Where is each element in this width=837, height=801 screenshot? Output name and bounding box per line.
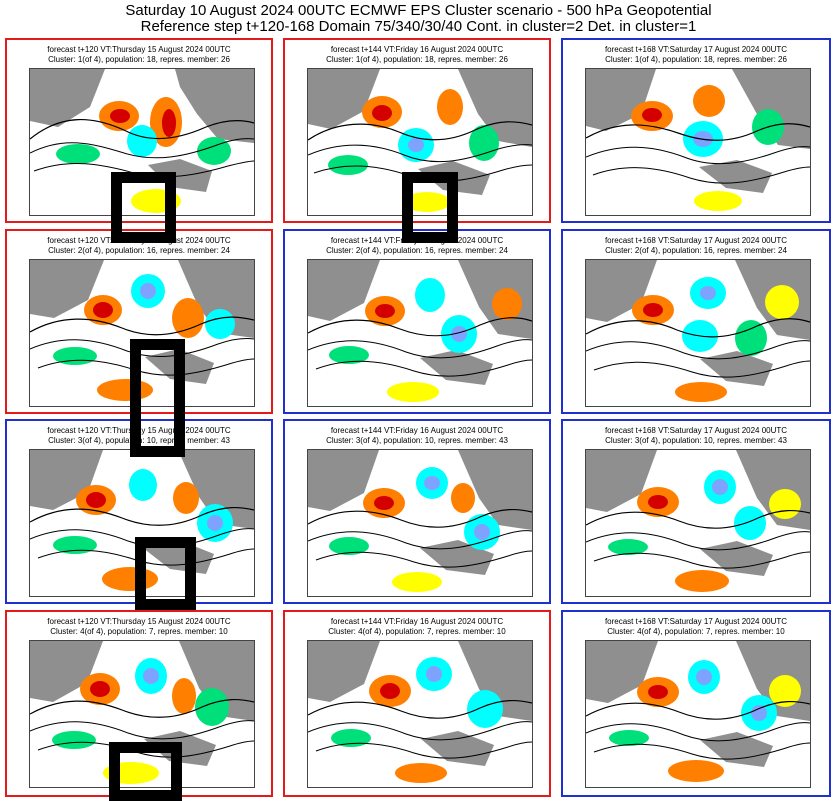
panel-forecast-line: forecast t+144 VT:Friday 16 August 2024 … — [330, 236, 504, 245]
forecast-map[interactable] — [585, 68, 811, 216]
panel-cluster3-t168[interactable]: forecast t+168 VT:Saturday 17 August 202… — [561, 419, 831, 604]
panel-cluster1-t168[interactable]: forecast t+168 VT:Saturday 17 August 202… — [561, 38, 831, 223]
forecast-map[interactable] — [307, 640, 533, 788]
panel-forecast-line: forecast t+144 VT:Friday 16 August 2024 … — [330, 426, 504, 435]
forecast-map[interactable] — [585, 259, 811, 407]
cluster-grid: forecast t+120 VT:Thursday 15 August 202… — [5, 38, 831, 797]
panel-forecast-line: forecast t+120 VT:Thursday 15 August 202… — [47, 426, 231, 435]
panel-cluster3-t144[interactable]: forecast t+144 VT:Friday 16 August 2024 … — [283, 419, 551, 604]
panel-cluster-line: Cluster: 4(of 4), population: 7, repres.… — [328, 627, 506, 636]
forecast-map[interactable] — [29, 259, 255, 407]
panel-forecast-line: forecast t+168 VT:Saturday 17 August 202… — [604, 236, 788, 245]
panel-cluster-line: Cluster: 4(of 4), population: 7, repres.… — [607, 627, 785, 636]
panel-cluster-line: Cluster: 2(of 4), population: 16, repres… — [326, 246, 508, 255]
panel-forecast-line: forecast t+168 VT:Saturday 17 August 202… — [604, 426, 788, 435]
panel-forecast-line: forecast t+168 VT:Saturday 17 August 202… — [604, 617, 788, 626]
panel-forecast-line: forecast t+120 VT:Thursday 15 August 202… — [47, 236, 231, 245]
forecast-map[interactable] — [585, 640, 811, 788]
forecast-map[interactable] — [307, 259, 533, 407]
panel-cluster2-t168[interactable]: forecast t+168 VT:Saturday 17 August 202… — [561, 229, 831, 414]
panel-cluster4-t144[interactable]: forecast t+144 VT:Friday 16 August 2024 … — [283, 610, 551, 797]
panel-cluster-line: Cluster: 2(of 4), population: 16, repres… — [48, 246, 230, 255]
panel-forecast-line: forecast t+168 VT:Saturday 17 August 202… — [604, 45, 788, 54]
panel-cluster-line: Cluster: 3(of 4), population: 10, repres… — [605, 436, 787, 445]
panel-cluster3-t120[interactable]: forecast t+120 VT:Thursday 15 August 202… — [5, 419, 273, 604]
panel-cluster-line: Cluster: 1(of 4), population: 18, repres… — [605, 55, 787, 64]
panel-forecast-line: forecast t+120 VT:Thursday 15 August 202… — [47, 617, 231, 626]
panel-cluster-line: Cluster: 2(of 4), population: 16, repres… — [605, 246, 787, 255]
main-title: Saturday 10 August 2024 00UTC ECMWF EPS … — [125, 2, 712, 19]
forecast-map[interactable] — [585, 449, 811, 597]
panel-cluster4-t120[interactable]: forecast t+120 VT:Thursday 15 August 202… — [5, 610, 273, 797]
forecast-map[interactable] — [307, 449, 533, 597]
panel-cluster2-t144[interactable]: forecast t+144 VT:Friday 16 August 2024 … — [283, 229, 551, 414]
panel-cluster-line: Cluster: 1(of 4), population: 18, repres… — [326, 55, 508, 64]
forecast-map[interactable] — [29, 640, 255, 788]
panel-cluster1-t120[interactable]: forecast t+120 VT:Thursday 15 August 202… — [5, 38, 273, 223]
panel-cluster2-t120[interactable]: forecast t+120 VT:Thursday 15 August 202… — [5, 229, 273, 414]
panel-cluster1-t144[interactable]: forecast t+144 VT:Friday 16 August 2024 … — [283, 38, 551, 223]
panel-cluster4-t168[interactable]: forecast t+168 VT:Saturday 17 August 202… — [561, 610, 831, 797]
panel-forecast-line: forecast t+144 VT:Friday 16 August 2024 … — [330, 617, 504, 626]
panel-cluster-line: Cluster: 1(of 4), population: 18, repres… — [48, 55, 230, 64]
panel-forecast-line: forecast t+120 VT:Thursday 15 August 202… — [47, 45, 231, 54]
forecast-map[interactable] — [29, 68, 255, 216]
panel-cluster-line: Cluster: 3(of 4), population: 10, repres… — [326, 436, 508, 445]
forecast-map[interactable] — [29, 449, 255, 597]
panel-cluster-line: Cluster: 3(of 4), population: 10, repres… — [48, 436, 230, 445]
page-title: Saturday 10 August 2024 00UTC ECMWF EPS … — [0, 3, 837, 35]
reference-line: Reference step t+120-168 Domain 75/340/3… — [140, 18, 697, 35]
panel-forecast-line: forecast t+144 VT:Friday 16 August 2024 … — [330, 45, 504, 54]
panel-cluster-line: Cluster: 4(of 4), population: 7, repres.… — [50, 627, 228, 636]
forecast-map[interactable] — [307, 68, 533, 216]
